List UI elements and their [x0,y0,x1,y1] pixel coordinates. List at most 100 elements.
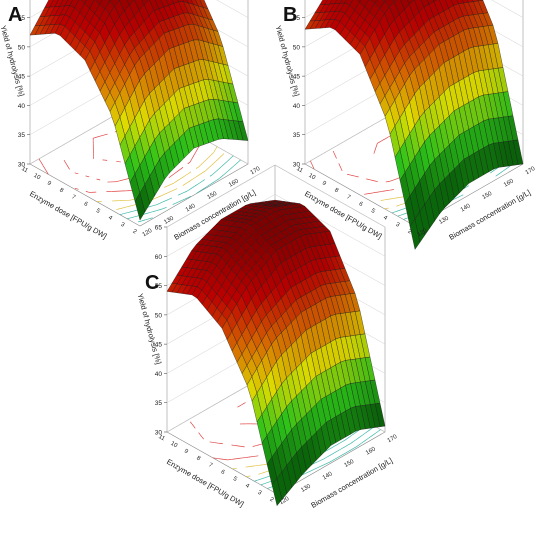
contour-line [214,170,217,174]
x-tick-label: 3 [256,490,262,497]
contour-line [333,444,338,447]
x-tick-label: 5 [232,476,238,483]
contour-line [264,476,269,479]
contour-line [152,210,156,213]
contour-line [334,450,338,454]
contour-line [161,193,166,196]
contour-line [353,446,357,449]
x-tick-label: 8 [195,455,201,462]
contour-line [332,458,336,461]
contour-line [335,156,337,159]
contour-line [44,167,46,170]
contour-line [302,472,306,475]
contour-line [361,441,364,444]
contour-line [156,209,161,211]
contour-line [45,170,48,173]
contour-line [200,172,204,175]
x-tick-label: 10 [307,173,316,182]
x-tick-label: 4 [382,215,388,222]
contour-line [317,459,321,463]
contour-line [194,184,198,187]
contour-line [178,200,182,203]
contour-line [249,456,254,458]
contour-line [216,168,219,172]
panel-c: C 30 35 40 45 50 55 60 65 Yield of hydrolysis [%… [136,164,412,536]
contour-line [158,195,163,198]
contour-line [199,180,203,184]
contour-line [364,193,368,195]
contour-line [267,481,271,483]
contour-line [40,160,43,164]
contour-line [41,163,44,166]
contour-line [175,170,179,173]
contour-line [119,207,123,209]
contour-line [214,148,217,152]
x-tick-label: 11 [20,166,29,175]
contour-line [341,169,343,171]
contour-line [138,220,142,223]
contour-line [185,182,189,185]
contour-line [200,434,202,437]
z-tick-label: 40 [155,371,163,378]
contour-line [494,167,498,171]
contour-line [190,178,194,181]
contour-line [214,179,217,183]
contour-line [375,430,379,434]
contour-line [116,208,121,210]
contour-line [370,434,374,437]
contour-line [197,182,200,185]
contour-line [156,203,160,206]
contour-line [197,147,199,150]
z-tick-label: 40 [18,103,26,110]
y-tick-label: 160 [365,446,377,457]
contour-line [171,173,174,177]
contour-line [200,162,203,166]
contour-line [177,193,182,196]
surface-cell [382,0,387,3]
contour-line [205,158,208,161]
contour-line [209,174,213,177]
x-tick-label: 5 [95,208,101,215]
contour-line [208,155,212,158]
contour-line [261,477,265,480]
contour-line [249,465,255,467]
x-tick-label: 6 [83,201,89,208]
contour-line [173,181,177,184]
contour-line [187,180,191,183]
contour-line [149,211,153,214]
contour-line [187,161,191,165]
x-axis-label: Enzyme dose [FPU/g DW] [165,457,245,509]
contour-line [164,185,168,188]
contour-line [141,219,146,222]
contour-line [229,167,233,170]
y-tick-label: 170 [525,166,537,177]
contour-line [74,172,79,175]
contour-line [145,218,150,221]
contour-line [204,159,207,162]
contour-line [385,181,390,183]
contour-line [369,427,373,431]
contour-line [460,194,464,197]
contour-line [197,173,201,177]
contour-line [390,189,394,191]
contour-line [131,204,136,206]
contour-line [215,147,217,150]
contour-line [219,176,222,179]
contour-line [236,457,241,460]
y-tick-label: 150 [206,191,218,202]
x-tick-label: 6 [220,469,226,476]
contour-line [367,429,371,432]
contour-line [172,202,176,205]
surface [29,0,249,221]
z-tick-label: 45 [293,74,301,81]
contour-line [365,431,368,434]
contour-line [130,210,134,213]
z-tick-label: 30 [293,162,301,169]
z-tick-label: 35 [293,132,301,139]
contour-line [382,138,386,141]
contour-line [317,466,321,469]
contour-line [350,447,355,451]
contour-line [339,441,343,444]
